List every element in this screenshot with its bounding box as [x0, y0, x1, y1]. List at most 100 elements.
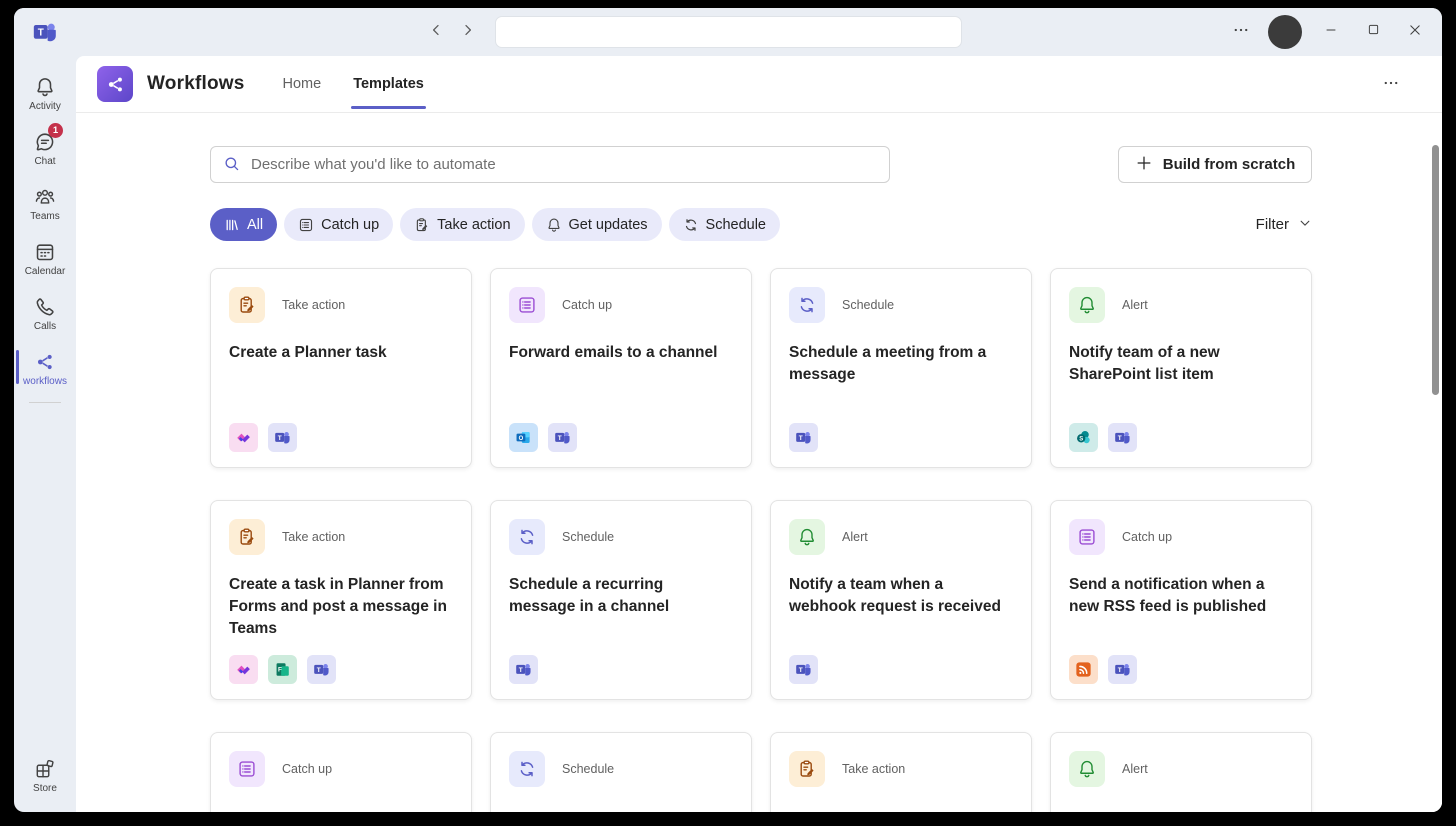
close-button[interactable]: [1394, 8, 1436, 56]
filter-chip-label: Catch up: [321, 216, 380, 233]
filter-chip-label: Get updates: [568, 216, 648, 233]
sync-icon: [509, 751, 545, 787]
sidebar-item-calls[interactable]: Calls: [14, 286, 76, 341]
teams-app-icon: T: [515, 661, 532, 678]
list-icon: [298, 217, 314, 233]
search-input[interactable]: [210, 146, 890, 183]
card-app-icons: T: [509, 655, 538, 684]
card-category-row: Schedule: [509, 519, 733, 555]
toolbar: Build from scratch: [210, 146, 1312, 183]
outlook-app-chip: O: [509, 423, 538, 452]
sidebar-divider: [29, 402, 61, 403]
filter-label: Filter: [1255, 216, 1289, 233]
svg-text:T: T: [1118, 435, 1122, 442]
automation-search: [210, 146, 890, 183]
filter-chip-label: All: [247, 216, 264, 233]
minimize-button[interactable]: [1310, 8, 1352, 56]
main-panel: Workflows Home Templates: [76, 56, 1442, 812]
ellipsis-icon: [1232, 21, 1250, 44]
sidebar-item-workflows[interactable]: workflows: [14, 341, 76, 396]
template-card-notify-a-team-when-a-webhook-request-is-[interactable]: Alert Notify a team when a webhook reque…: [770, 500, 1032, 700]
titlebar-more-button[interactable]: [1222, 16, 1260, 48]
teams-app-chip: T: [548, 423, 577, 452]
sidebar-item-label: Calls: [33, 320, 57, 332]
teams-app-icon: T: [795, 429, 812, 446]
svg-text:T: T: [558, 435, 562, 442]
build-from-scratch-button[interactable]: Build from scratch: [1118, 146, 1312, 183]
card-category-label: Take action: [842, 762, 906, 776]
template-card-notify-team-of-a-new-sharepoint-list-ite[interactable]: Alert Notify team of a new SharePoint li…: [1050, 268, 1312, 468]
header-tabs: Home Templates: [282, 56, 426, 113]
sidebar-item-store[interactable]: Store: [14, 750, 76, 802]
titlebar-search-box[interactable]: [495, 16, 962, 48]
planner-app-chip: [229, 655, 258, 684]
filter-chip-schedule[interactable]: Schedule: [668, 208, 780, 241]
template-card-catch-up[interactable]: Catch up: [210, 732, 472, 812]
template-card-schedule-a-meeting-from-a-message[interactable]: Schedule Schedule a meeting from a messa…: [770, 268, 1032, 468]
planner-app-chip: [229, 423, 258, 452]
card-category-row: Schedule: [509, 751, 733, 787]
template-card-schedule[interactable]: Schedule: [490, 732, 752, 812]
teams-app-icon: T: [1114, 429, 1131, 446]
maximize-icon: [1366, 22, 1381, 42]
bell-icon: [546, 217, 562, 233]
header-more-button[interactable]: [1376, 70, 1406, 100]
calendar-icon: [34, 241, 56, 263]
avatar[interactable]: [1268, 15, 1302, 49]
filter-chip-catch-up[interactable]: Catch up: [284, 208, 394, 241]
close-icon: [1407, 22, 1423, 43]
card-category-label: Schedule: [562, 530, 615, 544]
filter-dropdown[interactable]: Filter: [1256, 216, 1312, 234]
template-card-alert[interactable]: Alert: [1050, 732, 1312, 812]
filter-chip-all[interactable]: All: [210, 208, 278, 241]
template-card-create-a-planner-task[interactable]: Take action Create a Planner task T: [210, 268, 472, 468]
template-card-schedule-a-recurring-message-in-a-channe[interactable]: Schedule Schedule a recurring message in…: [490, 500, 752, 700]
sidebar-item-label: Store: [33, 783, 57, 794]
sidebar-more-button[interactable]: [14, 409, 76, 437]
forms-app-icon: F: [274, 661, 291, 678]
svg-text:T: T: [799, 667, 803, 674]
card-title: Send a notification when a new RSS feed …: [1069, 576, 1267, 615]
sidebar-item-calendar[interactable]: Calendar: [14, 231, 76, 286]
teams-app-icon: T: [313, 661, 330, 678]
card-category-row: Alert: [1069, 751, 1293, 787]
sidebar-item-activity[interactable]: Activity: [14, 66, 76, 121]
card-category-label: Schedule: [562, 762, 615, 776]
template-card-send-a-notification-when-a-new-rss-feed-[interactable]: Catch up Send a notification when a new …: [1050, 500, 1312, 700]
teams-app-chip: T: [307, 655, 336, 684]
sharepoint-app-chip: S: [1069, 423, 1098, 452]
card-title: Schedule a meeting from a message: [789, 344, 987, 383]
card-category-row: Catch up: [1069, 519, 1293, 555]
list-icon: [1069, 519, 1105, 555]
template-cards-grid: Take action Create a Planner task T Catc…: [210, 268, 1312, 812]
sync-icon: [509, 519, 545, 555]
teams-app-chip: T: [509, 655, 538, 684]
card-app-icons: T: [789, 423, 818, 452]
filter-chip-take-action[interactable]: Take action: [400, 208, 525, 241]
forms-app-chip: F: [268, 655, 297, 684]
tab-home[interactable]: Home: [282, 76, 322, 92]
card-category-label: Catch up: [282, 762, 333, 776]
teams-app-chip: T: [1108, 423, 1137, 452]
sidebar-item-label: workflows: [23, 375, 67, 387]
forward-button[interactable]: [454, 16, 482, 48]
template-card-take-action[interactable]: Take action: [770, 732, 1032, 812]
card-title: Notify team of a new SharePoint list ite…: [1069, 344, 1220, 383]
template-card-create-a-task-in-planner-from-forms-and-[interactable]: Take action Create a task in Planner fro…: [210, 500, 472, 700]
sidebar-item-teams[interactable]: Teams: [14, 176, 76, 231]
sidebar-item-chat[interactable]: Chat 1: [14, 121, 76, 176]
back-button[interactable]: [422, 16, 450, 48]
teams-logo-icon: T: [32, 19, 58, 45]
scrollbar-thumb[interactable]: [1432, 145, 1439, 395]
filter-chip-get-updates[interactable]: Get updates: [531, 208, 662, 241]
tab-templates[interactable]: Templates: [351, 56, 426, 113]
clipboard-pen-icon: [229, 519, 265, 555]
svg-text:T: T: [519, 667, 523, 674]
card-app-icons: T: [229, 423, 297, 452]
chevron-right-icon: [460, 22, 476, 43]
card-app-icons: T: [1069, 655, 1137, 684]
maximize-button[interactable]: [1352, 8, 1394, 56]
card-category-row: Schedule: [789, 287, 1013, 323]
